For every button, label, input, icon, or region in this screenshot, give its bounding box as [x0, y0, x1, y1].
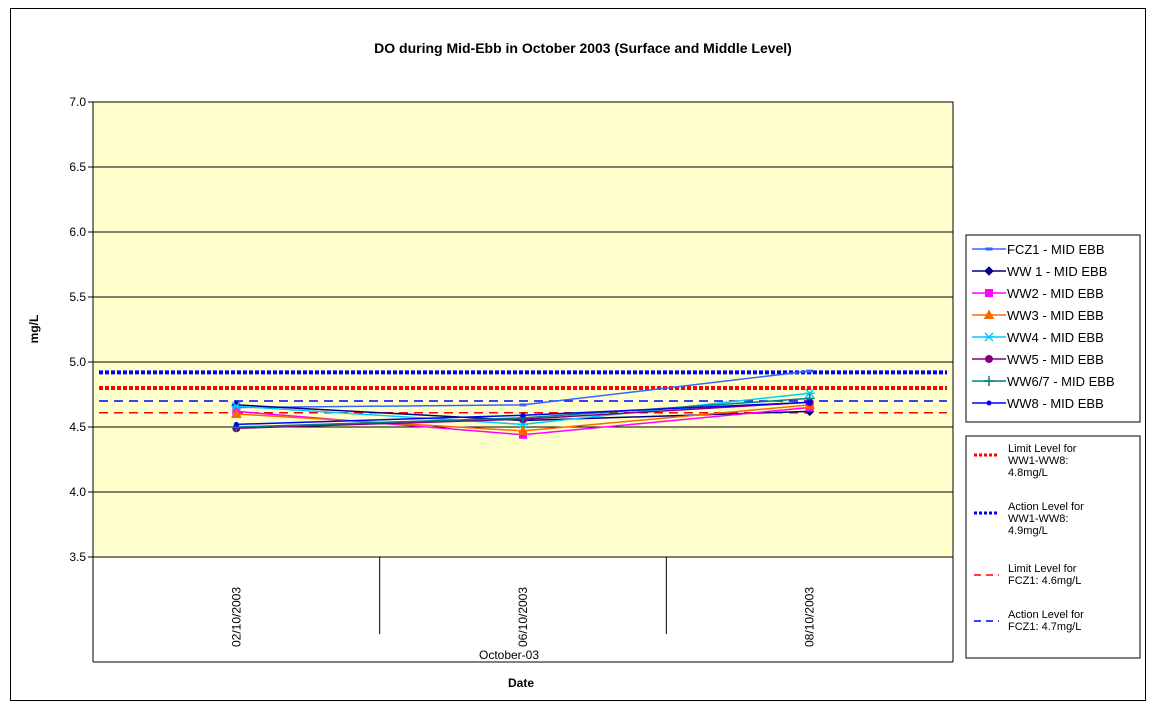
x-axis: 02/10/2003 06/10/2003 08/10/2003	[92, 557, 954, 663]
y-tick-label: 7.0	[69, 95, 86, 109]
y-tick-label: 4.0	[69, 485, 86, 499]
x-tick-label: 08/10/2003	[803, 587, 817, 647]
legend-entry-label: WW2 - MID EBB	[1007, 286, 1104, 301]
y-tick-label: 5.5	[69, 290, 86, 304]
y-axis: 7.0 6.5 6.0 5.5 5.0 4.5 4.0 3.5	[69, 95, 93, 564]
y-axis-label: mg/L	[27, 315, 41, 344]
chart-title: DO during Mid-Ebb in October 2003 (Surfa…	[374, 40, 792, 56]
x-axis-label: Date	[508, 676, 534, 690]
x-tick-label: 06/10/2003	[516, 587, 530, 647]
data-point	[807, 399, 813, 405]
legend-entry-label: FCZ1 - MID EBB	[1007, 242, 1105, 257]
legend-entry-label: WW5 - MID EBB	[1007, 352, 1104, 367]
series-legend-box	[965, 234, 1141, 423]
chart-frame: DO during Mid-Ebb in October 2003 (Surfa…	[10, 8, 1146, 701]
reference-lines	[99, 370, 947, 414]
legend-swatch-marker	[984, 332, 994, 342]
legend-swatch-marker	[984, 266, 994, 276]
legend-entry-label: WW6/7 - MID EBB	[1007, 374, 1115, 389]
legend-entry-label: WW3 - MID EBB	[1007, 308, 1104, 323]
data-point	[231, 401, 242, 411]
legend-reference-label: Action Level for	[1008, 501, 1084, 513]
y-tick-label: 5.0	[69, 355, 86, 369]
legend-swatch-marker	[984, 376, 994, 386]
series-legend-items: FCZ1 - MID EBB WW 1 - MID EBB WW2 - MID EB…	[972, 242, 1115, 411]
legend-reference-label: WW1-WW8:	[1008, 513, 1068, 525]
legend-reference-label: FCZ1: 4.6mg/L	[1008, 575, 1081, 587]
legend-reference-label: 4.8mg/L	[1008, 467, 1048, 479]
data-point	[520, 412, 526, 418]
series-legend: FCZ1 - MID EBB WW 1 - MID EBB WW2 - MID EB…	[965, 234, 1141, 423]
data-point	[230, 408, 242, 418]
legend-swatch-marker	[985, 289, 993, 297]
legend-reference-label: 4.9mg/L	[1008, 525, 1048, 537]
legend-swatch-marker	[983, 309, 995, 319]
y-tick-label: 3.5	[69, 550, 86, 564]
x-group-label: October-03	[479, 648, 539, 662]
legend-reference-label: Action Level for	[1008, 609, 1084, 621]
data-point	[233, 421, 239, 427]
legend-entry-label: WW 1 - MID EBB	[1007, 264, 1107, 279]
x-tick-label: 02/10/2003	[229, 587, 243, 647]
y-tick-label: 6.0	[69, 225, 86, 239]
legend-reference-label: WW1-WW8:	[1008, 455, 1068, 467]
legend-swatch-marker	[986, 400, 992, 406]
data-point	[806, 369, 814, 373]
legend-swatch-marker	[985, 247, 993, 251]
data-point	[519, 403, 527, 407]
legend-reference-label: Limit Level for	[1008, 443, 1077, 455]
legend-reference-label: FCZ1: 4.7mg/L	[1008, 621, 1081, 633]
legend-entry-label: WW8 - MID EBB	[1007, 396, 1104, 411]
legend-swatch-marker	[985, 355, 993, 363]
data-series	[230, 369, 816, 439]
legend-reference-label: Limit Level for	[1008, 563, 1077, 575]
data-point	[804, 388, 815, 398]
chart-svg: DO during Mid-Ebb in October 2003 (Surfa…	[27, 40, 1141, 690]
reference-legend-box	[965, 435, 1141, 659]
y-tick-label: 4.5	[69, 420, 86, 434]
data-point	[517, 425, 529, 435]
legend-entry-label: WW4 - MID EBB	[1007, 330, 1104, 345]
y-tick-label: 6.5	[69, 160, 86, 174]
plot-area	[92, 101, 954, 558]
